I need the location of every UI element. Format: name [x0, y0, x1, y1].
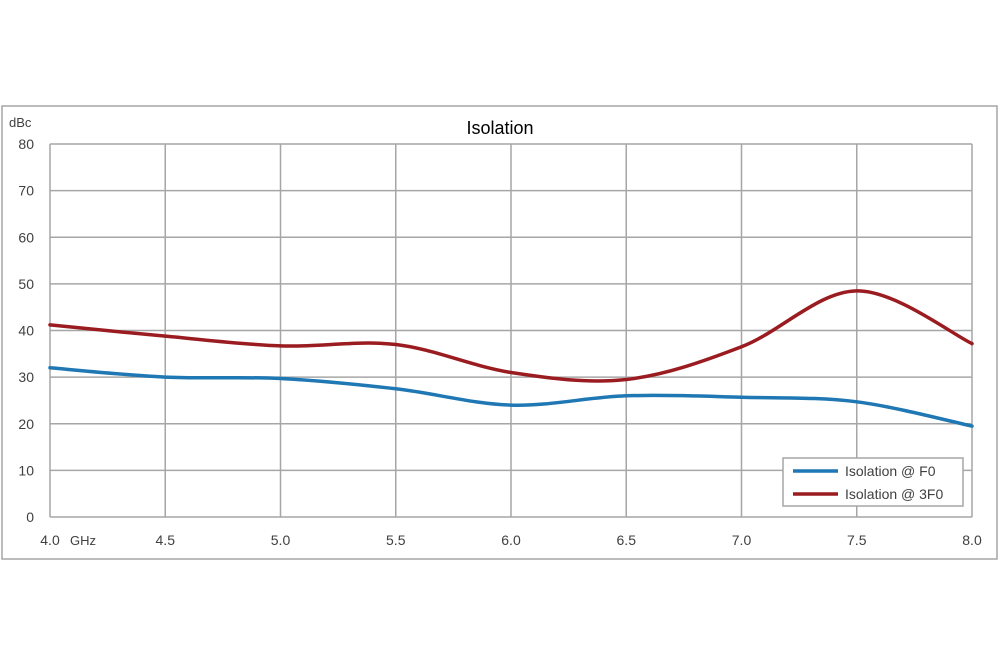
series-lines	[48, 289, 974, 428]
legend-box	[782, 457, 964, 507]
x-tick-label: 5.0	[271, 532, 291, 548]
series-line-1	[48, 366, 974, 428]
y-tick-label: 70	[18, 183, 34, 199]
y-tick-label: 0	[26, 509, 34, 525]
chart-title: Isolation	[466, 118, 533, 138]
tick-labels: 0 10 20 30 40 50 60 70 80 4.0 4.5 5.0 5.5 6.0 6.5 7.0 7.…	[18, 136, 982, 548]
grid-lines	[49, 143, 973, 518]
x-tick-label: 7.0	[732, 532, 752, 548]
y-tick-label: 50	[18, 276, 34, 292]
y-tick-label: 60	[18, 229, 34, 245]
x-tick-label: 5.5	[386, 532, 406, 548]
x-tick-label: 6.5	[617, 532, 637, 548]
x-tick-label: 4.0	[40, 532, 60, 548]
series-line-2	[48, 289, 974, 383]
legend-label-2: Isolation @ 3F0	[845, 486, 943, 502]
x-tick-label: 8.0	[962, 532, 982, 548]
y-axis-label: dBc	[9, 115, 32, 130]
y-tick-label: 20	[18, 416, 34, 432]
legend: Isolation @ F0 Isolation @ 3F0	[782, 457, 964, 507]
x-axis-unit: GHz	[70, 533, 96, 548]
x-tick-label: 7.5	[847, 532, 867, 548]
x-tick-label: 4.5	[156, 532, 176, 548]
x-tick-label: 6.0	[501, 532, 521, 548]
legend-label-1: Isolation @ F0	[845, 463, 936, 479]
y-tick-label: 30	[18, 369, 34, 385]
y-tick-label: 10	[18, 462, 34, 478]
y-tick-label: 40	[18, 323, 34, 339]
y-tick-label: 80	[18, 136, 34, 152]
